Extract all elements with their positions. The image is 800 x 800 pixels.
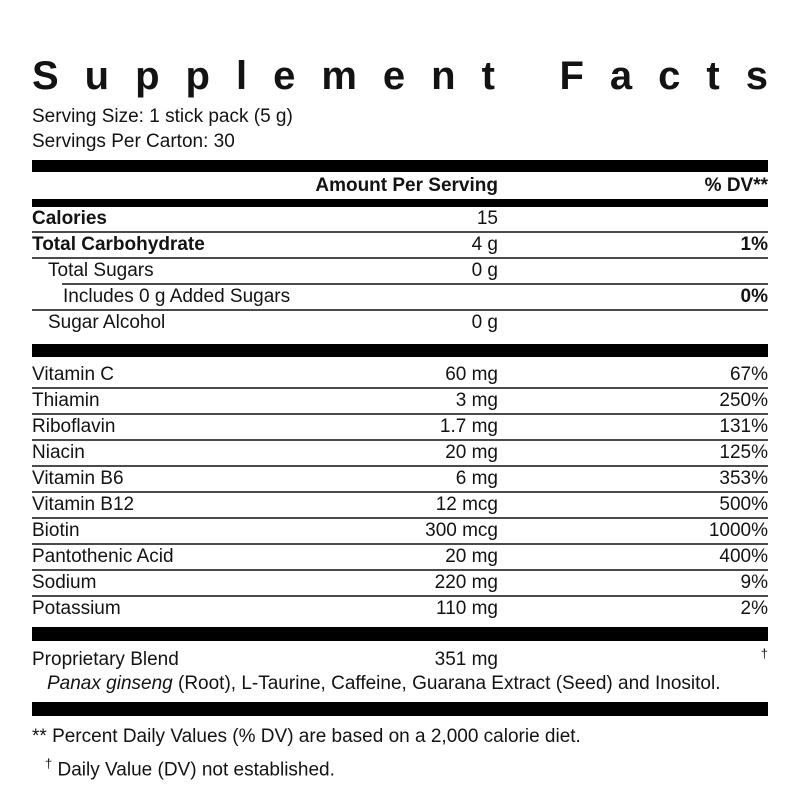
table-row: Sodium 220 mg 9% — [32, 571, 768, 595]
row-divider — [32, 257, 768, 259]
nutrient-name: Sugar Alcohol — [48, 312, 166, 333]
table-row: Total Carbohydrate 4 g 1% — [32, 233, 768, 257]
nutrient-dv: 1000% — [708, 520, 768, 541]
proprietary-blend-row: Proprietary Blend 351 mg † — [32, 647, 768, 672]
title-word-facts: Facts — [559, 54, 794, 98]
separator-bar-vitamins — [32, 627, 768, 641]
blend-ingredients: Panax ginseng (Root), L-Taurine, Caffein… — [32, 672, 768, 696]
nutrient-name: Vitamin B12 — [32, 494, 135, 515]
column-header-row: Amount Per Serving % DV** — [32, 172, 768, 199]
nutrient-amount: 1.7 mg — [439, 416, 498, 437]
nutrient-amount: 60 mg — [445, 364, 498, 385]
nutrient-amount: 12 mcg — [435, 494, 498, 515]
nutrient-amount: 0 g — [471, 260, 498, 281]
table-row: Includes 0 g Added Sugars 0% — [32, 285, 768, 309]
nutrient-dv: 500% — [719, 494, 768, 515]
nutrient-name: Sodium — [32, 572, 97, 593]
nutrient-dv: 1% — [740, 234, 768, 255]
row-divider — [32, 595, 768, 597]
nutrient-dv: 250% — [719, 390, 768, 411]
row-divider — [32, 309, 768, 311]
nutrient-name: Calories — [32, 208, 107, 229]
nutrient-dv: 2% — [740, 598, 768, 619]
nutrient-dv: 131% — [719, 416, 768, 437]
table-row: Vitamin B12 12 mcg 500% — [32, 493, 768, 517]
title-word-supplement: Supplement — [32, 54, 521, 98]
table-row: Potassium 110 mg 2% — [32, 597, 768, 621]
nutrient-name: Biotin — [32, 520, 80, 541]
nutrient-name: Potassium — [32, 598, 121, 619]
nutrient-amount: 6 mg — [455, 468, 498, 489]
nutrient-name: Total Sugars — [48, 260, 154, 281]
row-divider — [32, 517, 768, 519]
row-divider — [32, 231, 768, 233]
column-header-dv: % DV** — [704, 175, 768, 196]
servings-per-carton: Servings Per Carton: 30 — [32, 131, 235, 152]
table-row: Niacin 20 mg 125% — [32, 441, 768, 465]
nutrient-amount: 4 g — [471, 234, 498, 255]
nutrient-amount: 20 mg — [445, 546, 498, 567]
nutrient-name: Pantothenic Acid — [32, 546, 174, 567]
nutrient-amount: 20 mg — [445, 442, 498, 463]
separator-bar-top — [32, 160, 768, 172]
table-row: Thiamin 3 mg 250% — [32, 389, 768, 413]
row-divider — [32, 543, 768, 545]
nutrient-dv: 353% — [719, 468, 768, 489]
page-title: Supplement Facts — [32, 54, 768, 98]
table-row: Biotin 300 mcg 1000% — [32, 519, 768, 543]
row-divider — [62, 283, 768, 285]
row-divider — [32, 465, 768, 467]
blend-ingredient-latin: Panax ginseng — [47, 673, 173, 695]
table-row: Total Sugars 0 g — [32, 259, 768, 283]
blend-amount: 351 mg — [434, 649, 498, 670]
row-divider — [32, 387, 768, 389]
nutrient-name: Vitamin B6 — [32, 468, 124, 489]
table-row: Pantothenic Acid 20 mg 400% — [32, 545, 768, 569]
nutrient-amount: 220 mg — [434, 572, 498, 593]
nutrient-name: Includes 0 g Added Sugars — [63, 286, 291, 307]
row-divider — [32, 491, 768, 493]
blend-ingredient-rest: (Root), L-Taurine, Caffeine, Guarana Ext… — [172, 673, 721, 695]
nutrient-dv: 400% — [719, 546, 768, 567]
column-header-amount: Amount Per Serving — [315, 175, 498, 196]
nutrient-dv: 67% — [729, 364, 768, 385]
nutrient-amount: 3 mg — [455, 390, 498, 411]
separator-bar-blend — [32, 702, 768, 717]
nutrient-amount: 0 g — [471, 312, 498, 333]
nutrient-name: Vitamin C — [32, 364, 115, 385]
vitamin-table: Vitamin C 60 mg 67% Thiamin 3 mg 250% Riboflav… — [32, 363, 768, 621]
separator-bar-sugars — [32, 344, 768, 357]
nutrient-dv: 9% — [740, 572, 768, 593]
nutrient-name: Total Carbohydrate — [32, 234, 205, 255]
footnote-daily-value-text: Daily Value (DV) not established. — [52, 759, 335, 781]
nutrient-dv: 125% — [719, 442, 768, 463]
separator-bar-header — [32, 199, 768, 207]
serving-size: Serving Size: 1 stick pack (5 g) — [32, 106, 293, 127]
dagger-symbol: † — [45, 756, 53, 772]
nutrient-name: Riboflavin — [32, 416, 116, 437]
table-row: Vitamin B6 6 mg 353% — [32, 467, 768, 491]
blend-name: Proprietary Blend — [32, 649, 179, 670]
nutrient-table: Calories 15 Total Carbohydrate 4 g 1% Total S… — [32, 207, 768, 335]
table-row: Sugar Alcohol 0 g — [32, 311, 768, 335]
table-row: Riboflavin 1.7 mg 131% — [32, 415, 768, 439]
row-divider — [32, 413, 768, 415]
row-divider — [32, 569, 768, 571]
nutrient-amount: 110 mg — [436, 598, 498, 619]
nutrient-name: Niacin — [32, 442, 85, 463]
nutrient-amount: 15 — [476, 208, 498, 229]
row-divider — [32, 439, 768, 441]
table-row: Vitamin C 60 mg 67% — [32, 363, 768, 387]
footnote-daily-value: † Daily Value (DV) not established. — [32, 757, 768, 782]
nutrient-amount: 300 mcg — [425, 520, 498, 541]
dagger-symbol: † — [760, 646, 768, 661]
table-row: Calories 15 — [32, 207, 768, 231]
nutrient-name: Thiamin — [32, 390, 100, 411]
nutrient-dv: 0% — [740, 286, 768, 307]
supplement-facts-label: Supplement Facts Serving Size: 1 stick p… — [32, 0, 768, 783]
footnote-percent-dv: ** Percent Daily Values (% DV) are based… — [32, 726, 581, 748]
